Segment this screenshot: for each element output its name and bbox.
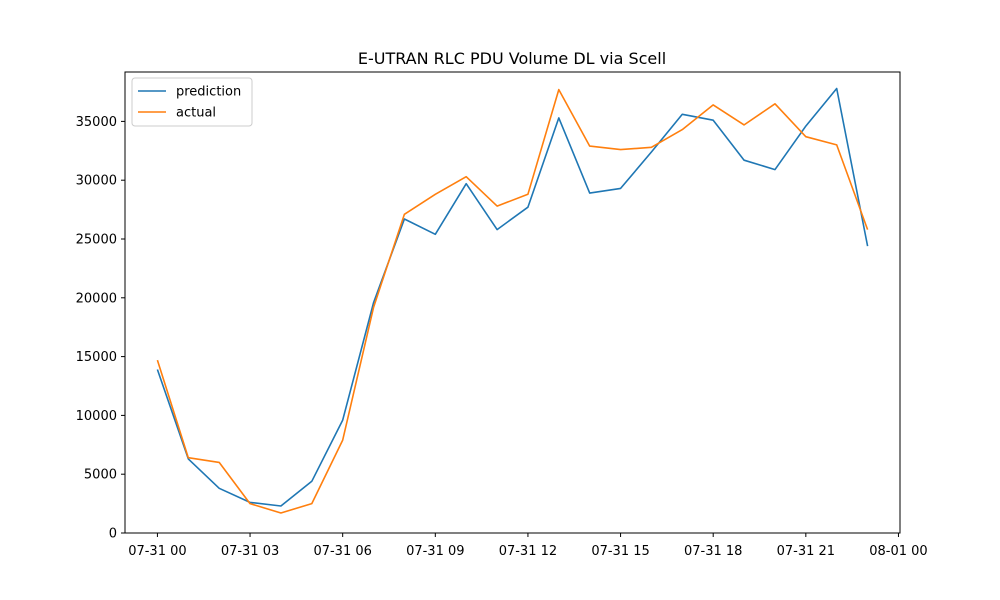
x-tick-label: 07-31 21 <box>777 544 835 559</box>
x-tick-label: 07-31 00 <box>128 544 186 559</box>
plot-area <box>156 87 869 514</box>
y-tick-label: 35000 <box>76 115 117 130</box>
legend-box <box>131 77 253 127</box>
y-tick-label: 0 <box>109 527 117 542</box>
x-tick-label: 08-01 00 <box>869 544 927 559</box>
y-tick-label: 15000 <box>76 350 117 365</box>
plot-frame <box>124 71 901 534</box>
y-tick-label: 20000 <box>76 291 117 306</box>
x-tick-label: 07-31 12 <box>499 544 557 559</box>
axes: 07-31 00 07-31 03 07-31 06 07-31 09 07-31 12… <box>76 71 928 559</box>
y-tick-label: 10000 <box>76 409 117 424</box>
y-tick-label: 30000 <box>76 174 117 189</box>
series-line-actual <box>156 88 869 514</box>
legend-label-prediction: prediction <box>176 85 241 100</box>
y-tick-label: 5000 <box>84 468 117 483</box>
x-tick-label: 07-31 03 <box>221 544 279 559</box>
x-tick-label: 07-31 18 <box>684 544 742 559</box>
x-tick-label: 07-31 15 <box>591 544 649 559</box>
series-line-prediction <box>156 87 869 507</box>
legend: prediction actual <box>131 77 253 127</box>
y-tick-label: 25000 <box>76 232 117 247</box>
x-tick-label: 07-31 09 <box>406 544 464 559</box>
chart-title: E-UTRAN RLC PDU Volume DL via Scell <box>358 49 666 68</box>
x-tick-label: 07-31 06 <box>313 544 371 559</box>
legend-label-actual: actual <box>176 106 216 121</box>
